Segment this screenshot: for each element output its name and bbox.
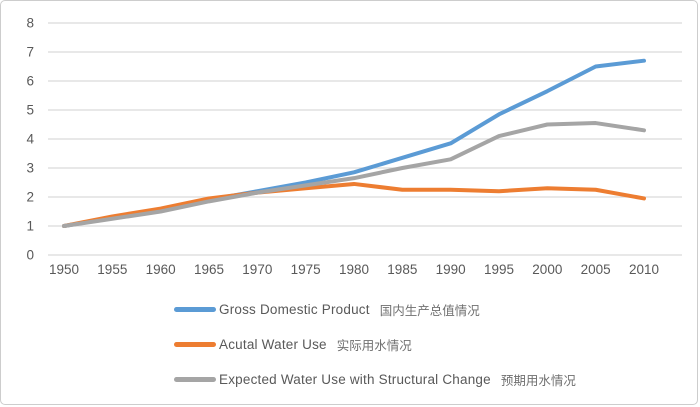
legend-label-expected-water-use-zh: 预期用水情况 xyxy=(500,374,576,388)
x-axis-tick-label: 1960 xyxy=(146,262,176,277)
legend-label-actual-water-use: Acutal Water Use xyxy=(219,337,327,352)
y-axis-tick-label: 6 xyxy=(26,74,34,89)
legend-label-gdp-zh: 国内生产总值情况 xyxy=(379,304,480,318)
legend-label-expected-water-use: Expected Water Use with Structural Chang… xyxy=(219,372,491,387)
x-axis-tick-label: 1985 xyxy=(387,262,417,277)
legend-item-actual-water-use: Acutal Water Use 实际用水情况 xyxy=(174,327,576,362)
chart-legend: Gross Domestic Product 国内生产总值情况 Acutal W… xyxy=(174,292,576,397)
legend-swatch-gdp-line xyxy=(174,307,216,312)
x-axis-tick-label: 1955 xyxy=(97,262,127,277)
legend-swatch-actual-water-use-line xyxy=(174,342,216,347)
series-line-0 xyxy=(62,58,646,228)
y-axis-tick-label: 2 xyxy=(26,190,34,205)
y-axis-tick-label: 0 xyxy=(26,248,34,263)
x-axis-tick-label: 1975 xyxy=(291,262,321,277)
y-axis-tick-label: 1 xyxy=(26,219,34,234)
series-line-2 xyxy=(62,121,646,228)
legend-item-expected-water-use: Expected Water Use with Structural Chang… xyxy=(174,362,576,397)
legend-label-gdp: Gross Domestic Product xyxy=(219,302,370,317)
x-axis-tick-label: 1995 xyxy=(484,262,514,277)
legend-item-gdp: Gross Domestic Product 国内生产总值情况 xyxy=(174,292,576,327)
y-axis-tick-label: 8 xyxy=(26,16,34,31)
y-axis-tick-label: 4 xyxy=(26,132,34,147)
x-axis-tick-label: 2000 xyxy=(532,262,562,277)
y-axis-tick-label: 7 xyxy=(26,45,34,60)
line-chart: 0 1 2 3 4 5 6 7 8 1950 1955 1960 1965 1970 1975 1980 198… xyxy=(26,16,682,277)
x-axis-tick-label: 1950 xyxy=(49,262,79,277)
x-axis-tick-label: 2005 xyxy=(581,262,611,277)
x-axis-tick-label: 1990 xyxy=(436,262,466,277)
x-axis-tick-label: 2010 xyxy=(629,262,659,277)
legend-swatch-expected-water-use-line xyxy=(174,377,216,382)
y-axis-tick-label: 5 xyxy=(26,103,34,118)
x-axis-tick-label: 1970 xyxy=(242,262,272,277)
x-axis-tick-label: 1980 xyxy=(339,262,369,277)
legend-label-actual-water-use-zh: 实际用水情况 xyxy=(336,339,412,353)
series-line-1 xyxy=(62,181,646,228)
x-axis-tick-label: 1965 xyxy=(194,262,224,277)
y-axis-tick-label: 3 xyxy=(26,161,34,176)
